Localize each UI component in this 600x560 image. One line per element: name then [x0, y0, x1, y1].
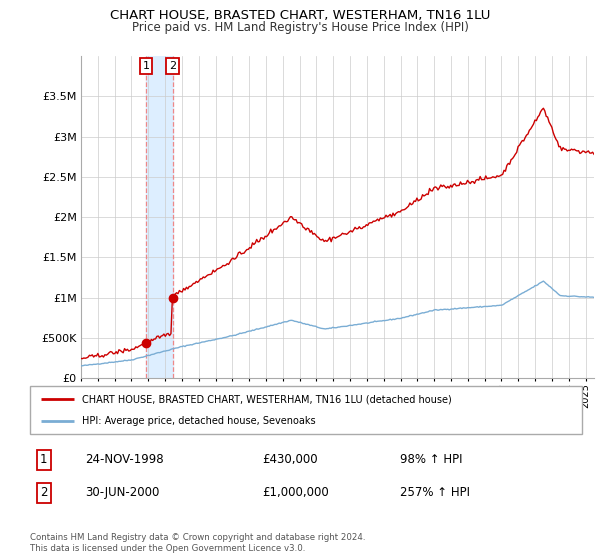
Text: 98% ↑ HPI: 98% ↑ HPI — [400, 453, 463, 466]
Text: Contains HM Land Registry data © Crown copyright and database right 2024.
This d: Contains HM Land Registry data © Crown c… — [30, 533, 365, 553]
Text: £1,000,000: £1,000,000 — [262, 486, 329, 500]
FancyBboxPatch shape — [30, 386, 582, 434]
Text: Price paid vs. HM Land Registry's House Price Index (HPI): Price paid vs. HM Land Registry's House … — [131, 21, 469, 34]
Text: CHART HOUSE, BRASTED CHART, WESTERHAM, TN16 1LU: CHART HOUSE, BRASTED CHART, WESTERHAM, T… — [110, 9, 490, 22]
Text: 1: 1 — [143, 61, 149, 71]
Text: HPI: Average price, detached house, Sevenoaks: HPI: Average price, detached house, Seve… — [82, 416, 316, 426]
Text: £430,000: £430,000 — [262, 453, 317, 466]
Text: 30-JUN-2000: 30-JUN-2000 — [85, 486, 160, 500]
Text: 2: 2 — [40, 486, 47, 500]
Text: 257% ↑ HPI: 257% ↑ HPI — [400, 486, 470, 500]
Bar — [146, 56, 173, 378]
Text: 2: 2 — [169, 61, 176, 71]
Text: 1: 1 — [40, 453, 47, 466]
Text: 24-NOV-1998: 24-NOV-1998 — [85, 453, 164, 466]
Text: CHART HOUSE, BRASTED CHART, WESTERHAM, TN16 1LU (detached house): CHART HOUSE, BRASTED CHART, WESTERHAM, T… — [82, 394, 452, 404]
